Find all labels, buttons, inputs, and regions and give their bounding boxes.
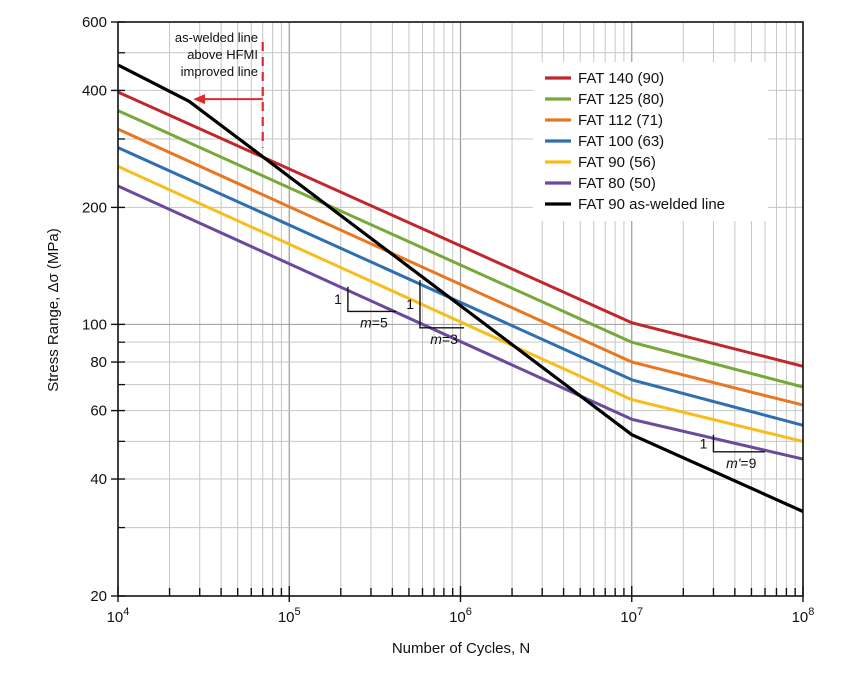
legend-box xyxy=(533,62,768,221)
x-tick-label-exponent: 8 xyxy=(808,606,814,618)
y-tick-label-200: 200 xyxy=(82,199,107,216)
legend-label-1: FAT 140 (90) xyxy=(578,70,664,87)
x-tick-label-exponent: 6 xyxy=(466,606,472,618)
y-tick-label-60: 60 xyxy=(90,403,107,420)
slope_m9-m-value: =9 xyxy=(740,455,756,471)
series-line-4 xyxy=(117,146,804,427)
x-axis-title: Number of Cycles, N xyxy=(392,640,530,657)
x-tick-label-1: 105 xyxy=(278,606,301,626)
slope_m3-m-value: =3 xyxy=(442,331,458,347)
legend-label-5: FAT 90 (56) xyxy=(578,154,656,171)
x-tick-label-base: 10 xyxy=(620,609,637,626)
slope_m9-triangle xyxy=(712,434,766,453)
x-tick-label-exponent: 5 xyxy=(295,606,301,618)
legend: FAT 140 (90) FAT 125 (80) FAT 112 (71) FAT … xyxy=(533,62,768,221)
y-tick-label-20: 20 xyxy=(90,588,107,605)
y-tick-label-80: 80 xyxy=(90,354,107,371)
legend-label-7: FAT 90 as-welded line xyxy=(578,196,725,213)
series-line-3 xyxy=(117,127,804,407)
slope_m3-m-symbol: m xyxy=(430,331,442,347)
series-line-5 xyxy=(117,165,804,443)
axis-labels: Number of Cycles, N Stress Range, Δσ (MP… xyxy=(45,14,814,657)
x-tick-label-base: 10 xyxy=(449,609,466,626)
x-tick-label-base: 10 xyxy=(792,609,809,626)
legend-label-6: FAT 80 (50) xyxy=(578,175,656,192)
series-lines xyxy=(117,63,804,513)
x-tick-label-2: 106 xyxy=(449,606,472,626)
x-tick-label-4: 108 xyxy=(792,606,815,626)
as-welded-note-line-2: above HFMI xyxy=(187,47,258,62)
series-line-1 xyxy=(117,90,804,368)
x-tick-label-3: 107 xyxy=(620,606,643,626)
x-tick-label-exponent: 7 xyxy=(637,606,643,618)
y-tick-label-400: 400 xyxy=(82,82,107,99)
slope_m5-triangle xyxy=(347,286,396,313)
legend-label-2: FAT 125 (80) xyxy=(578,91,664,108)
slope_m3-triangle xyxy=(419,280,465,329)
slope-m5-one-label: 1 xyxy=(334,291,342,307)
slope-m9-label: m'=9 xyxy=(726,455,757,471)
arrow-head xyxy=(193,94,206,105)
plot-frame xyxy=(111,21,804,602)
legend-label-3: FAT 112 (71) xyxy=(578,112,663,129)
x-tick-label-base: 10 xyxy=(278,609,295,626)
y-tick-label-100: 100 xyxy=(82,316,107,333)
slope-m3-label: m=3 xyxy=(430,331,458,347)
slope-m5-label: m=5 xyxy=(360,314,388,330)
as-welded-note-line-1: as-welded line xyxy=(175,30,258,45)
x-tick-label-base: 10 xyxy=(107,609,124,626)
slope_m5-m-symbol: m xyxy=(360,314,372,330)
series-line-2 xyxy=(117,109,804,389)
y-tick-label-600: 600 xyxy=(82,14,107,31)
legend-label-4: FAT 100 (63) xyxy=(578,133,664,150)
slope_m9-m-symbol: m' xyxy=(726,455,742,471)
series-line-6 xyxy=(117,184,804,461)
series-line-7 xyxy=(117,63,804,513)
as-welded-note-line-3: improved line xyxy=(181,64,258,79)
y-tick-label-40: 40 xyxy=(90,471,107,488)
y-axis-title: Stress Range, Δσ (MPa) xyxy=(45,228,62,392)
x-tick-label-0: 104 xyxy=(107,606,130,626)
slope_m5-m-value: =5 xyxy=(372,314,388,330)
slope-m3-one-label: 1 xyxy=(406,296,414,312)
annotations: as-welded line above HFMI improved line … xyxy=(175,30,766,471)
slope-m9-one-label: 1 xyxy=(700,435,708,451)
x-tick-label-exponent: 4 xyxy=(123,606,129,618)
